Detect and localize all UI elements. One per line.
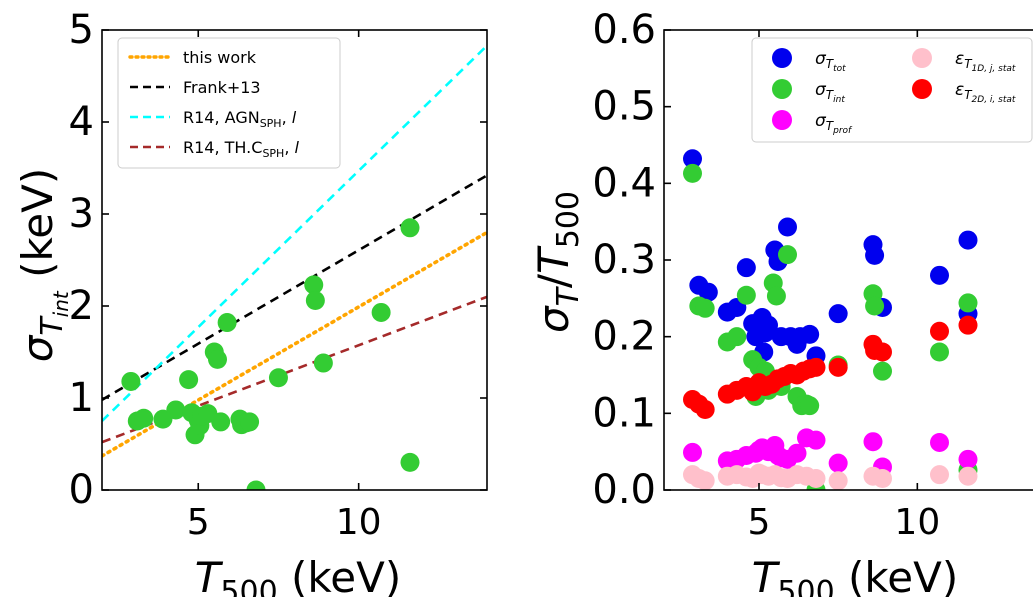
left-point-s0-27 bbox=[400, 452, 420, 472]
right-panel: 5 10 0.0 0.1 0.2 0.3 0.4 0.5 0.6 σTtot σTint σTp… bbox=[529, 7, 1033, 597]
left-point-s0-14 bbox=[211, 412, 231, 432]
right-point-s0-2 bbox=[698, 282, 718, 302]
right-ytick-label-0: 0.0 bbox=[592, 467, 656, 513]
right-point-s0-20 bbox=[800, 324, 820, 344]
right-point-s1-2 bbox=[695, 298, 715, 318]
legend-marker-sigma-prof bbox=[772, 110, 792, 130]
right-xtick-label-1: 10 bbox=[894, 502, 940, 543]
right-legend-frame bbox=[751, 37, 1033, 143]
legend-marker-eps-1d bbox=[912, 48, 932, 68]
left-ytick-label-3: 3 bbox=[69, 191, 94, 237]
right-point-s0-26 bbox=[930, 265, 949, 285]
right-legend: σTtot σTint σTprof εT1D, j, stat εT2D, i… bbox=[751, 37, 1033, 143]
right-x-axis-title: T500 (keV) bbox=[752, 553, 958, 597]
legend-label-this-work: this work bbox=[183, 48, 257, 67]
left-ytick-label-1: 1 bbox=[69, 375, 94, 421]
right-point-s0-0 bbox=[683, 149, 702, 169]
right-point-s2-0 bbox=[683, 442, 702, 462]
legend-marker-eps-2d bbox=[912, 79, 932, 99]
left-point-s0-26 bbox=[400, 218, 420, 238]
right-y-axis-title: σT/T500 bbox=[529, 191, 586, 333]
right-point-s4-22 bbox=[958, 315, 978, 335]
right-point-s4-2 bbox=[695, 400, 715, 419]
right-ytick-label-2: 0.2 bbox=[592, 314, 656, 360]
left-point-s0-20 bbox=[246, 480, 266, 490]
left-x-axis-title: T500 (keV) bbox=[195, 553, 401, 597]
legend-marker-sigma-tot bbox=[772, 48, 792, 68]
right-point-s0-22 bbox=[828, 304, 848, 324]
right-point-s3-19 bbox=[930, 465, 949, 485]
legend-label-frank: Frank+13 bbox=[183, 78, 261, 97]
right-point-s1-15 bbox=[778, 245, 797, 265]
left-ytick-label-5: 5 bbox=[69, 7, 94, 53]
left-point-s0-25 bbox=[371, 302, 391, 322]
right-point-s3-20 bbox=[958, 466, 978, 486]
left-xtick-label-0: 5 bbox=[187, 502, 210, 543]
right-point-s1-25 bbox=[930, 342, 949, 362]
right-point-s1-26 bbox=[958, 293, 978, 313]
left-point-s0-13 bbox=[208, 349, 227, 369]
right-point-s0-24 bbox=[865, 245, 885, 265]
right-point-s3-2 bbox=[695, 471, 715, 490]
left-ticks: 5 10 0 1 2 3 4 5 bbox=[69, 7, 487, 543]
right-point-s1-5 bbox=[736, 285, 756, 305]
right-point-s4-16 bbox=[806, 357, 826, 377]
left-ytick-label-2: 2 bbox=[69, 283, 94, 329]
right-point-s1-4 bbox=[727, 327, 747, 347]
right-ytick-label-6: 0.6 bbox=[592, 7, 656, 53]
left-xtick-label-1: 10 bbox=[336, 502, 382, 543]
right-ytick-label-5: 0.5 bbox=[592, 84, 656, 130]
right-point-s2-18 bbox=[930, 432, 949, 452]
right-point-s4-21 bbox=[930, 321, 949, 341]
left-point-s0-21 bbox=[268, 368, 288, 388]
right-point-s1-0 bbox=[683, 163, 702, 183]
left-point-s0-19 bbox=[240, 412, 260, 432]
right-point-s2-19 bbox=[958, 449, 978, 469]
right-xtick-label-0: 5 bbox=[748, 502, 771, 543]
right-point-s4-17 bbox=[828, 357, 848, 377]
left-point-s0-5 bbox=[179, 370, 199, 390]
left-point-s0-0 bbox=[121, 371, 141, 391]
left-legend: this work Frank+13 R14, AGNSPH, l R14, T… bbox=[117, 37, 341, 169]
right-point-s2-12 bbox=[787, 443, 807, 463]
right-ytick-label-4: 0.4 bbox=[592, 160, 656, 206]
legend-marker-sigma-int bbox=[772, 79, 792, 99]
right-point-s1-13 bbox=[766, 286, 786, 306]
left-y-axis-title: σTint (keV) bbox=[13, 168, 73, 363]
left-line-0 bbox=[102, 230, 487, 458]
right-point-s3-18 bbox=[873, 469, 892, 488]
right-point-s0-5 bbox=[736, 258, 756, 278]
right-point-s3-15 bbox=[806, 469, 826, 488]
right-point-s3-16 bbox=[828, 471, 848, 490]
left-point-s0-23 bbox=[305, 290, 325, 310]
left-point-s0-15 bbox=[217, 313, 237, 333]
right-plot-area bbox=[683, 149, 978, 490]
right-ytick-label-1: 0.1 bbox=[592, 390, 656, 436]
right-point-s4-20 bbox=[873, 342, 892, 362]
right-point-s1-24 bbox=[873, 361, 892, 381]
right-point-s1-19 bbox=[800, 396, 820, 416]
right-point-s2-14 bbox=[806, 430, 826, 450]
right-point-s0-12 bbox=[759, 315, 778, 335]
right-point-s2-16 bbox=[863, 432, 883, 452]
left-ytick-label-4: 4 bbox=[69, 99, 94, 145]
left-point-s0-24 bbox=[313, 353, 333, 373]
left-point-s0-2 bbox=[134, 408, 154, 428]
right-point-s1-23 bbox=[865, 296, 885, 316]
left-point-s0-22 bbox=[304, 275, 324, 295]
right-point-s0-27 bbox=[958, 230, 978, 250]
left-axes-frame bbox=[101, 29, 488, 491]
right-ticks: 5 10 0.0 0.1 0.2 0.3 0.4 0.5 0.6 bbox=[592, 7, 940, 543]
right-point-s2-15 bbox=[828, 453, 848, 473]
right-ytick-label-3: 0.3 bbox=[592, 237, 656, 283]
left-ytick-label-0: 0 bbox=[69, 467, 94, 513]
left-plot-area bbox=[102, 44, 487, 490]
right-point-s0-16 bbox=[778, 217, 797, 237]
left-point-s0-4 bbox=[166, 400, 186, 420]
left-legend-frame bbox=[117, 37, 341, 169]
left-panel: 5 10 0 1 2 3 4 5 this work Frank+13 R14, AGNSPH… bbox=[13, 7, 488, 597]
